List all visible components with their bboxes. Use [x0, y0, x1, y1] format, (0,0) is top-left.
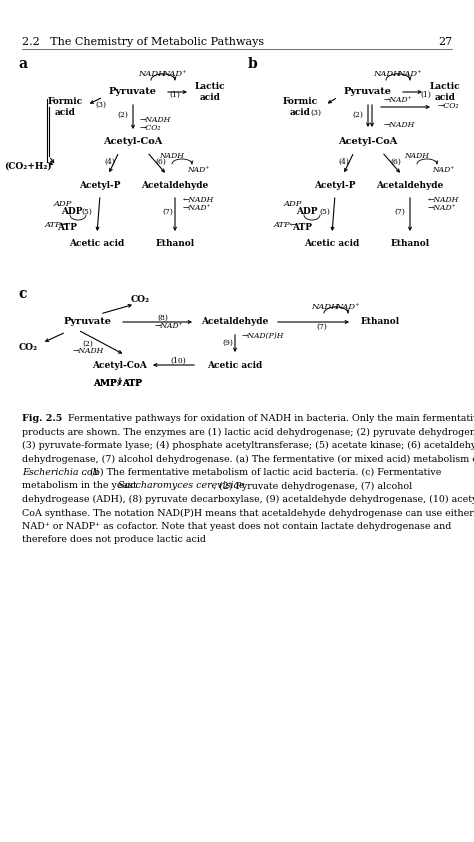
Text: (5): (5): [82, 208, 92, 216]
Text: Ethanol: Ethanol: [360, 317, 400, 327]
Text: Pyruvate: Pyruvate: [344, 88, 392, 97]
Text: →NAD(P)H: →NAD(P)H: [242, 332, 284, 340]
Text: (3) pyruvate-formate lyase; (4) phosphate acetyltransferase; (5) acetate kinase;: (3) pyruvate-formate lyase; (4) phosphat…: [22, 441, 474, 450]
Text: (1): (1): [420, 91, 431, 99]
Text: →CO₂: →CO₂: [438, 102, 459, 110]
Text: dehydrogenase, (7) alcohol dehydrogenase. (a) The fermentative (or mixed acid) m: dehydrogenase, (7) alcohol dehydrogenase…: [22, 455, 474, 464]
Text: (4): (4): [105, 158, 116, 166]
Text: ATP: ATP: [122, 380, 142, 388]
Text: c: c: [18, 287, 27, 301]
Text: NAD⁺: NAD⁺: [397, 70, 421, 78]
Text: →NAD⁺: →NAD⁺: [384, 96, 413, 104]
Text: NAD⁺: NAD⁺: [335, 303, 359, 311]
Text: AMP: AMP: [93, 380, 117, 388]
Text: a: a: [18, 57, 27, 71]
Text: Ethanol: Ethanol: [155, 239, 194, 248]
Text: ADP: ADP: [283, 200, 302, 208]
Text: ADP: ADP: [54, 200, 72, 208]
Text: Fermentative pathways for oxidation of NADH in bacteria. Only the main fermentat: Fermentative pathways for oxidation of N…: [62, 414, 474, 423]
Text: (6): (6): [155, 158, 166, 166]
Text: (1): (1): [170, 91, 181, 99]
Text: (6): (6): [391, 158, 401, 166]
Text: ATP: ATP: [292, 222, 312, 232]
Text: Pyruvate: Pyruvate: [109, 88, 157, 97]
Text: dehydrogease (ADH), (8) pyruvate decarboxylase, (9) acetaldehyde dehydrogenase, : dehydrogease (ADH), (8) pyruvate decarbo…: [22, 495, 474, 504]
Text: →CO₂: →CO₂: [140, 124, 162, 132]
Text: (7): (7): [163, 208, 173, 216]
Text: (7): (7): [394, 208, 405, 216]
Text: CoA synthase. The notation NAD(P)H means that acetaldehyde dehydrogenase can use: CoA synthase. The notation NAD(P)H means…: [22, 509, 474, 518]
Text: NADH: NADH: [311, 303, 339, 311]
Text: Acetic acid: Acetic acid: [304, 239, 360, 248]
Text: Acetaldehyde: Acetaldehyde: [376, 180, 444, 189]
Text: (2): (2): [353, 111, 364, 119]
Text: →NADH: →NADH: [73, 347, 104, 355]
Text: Ethanol: Ethanol: [391, 239, 429, 248]
Text: ←NADH: ←NADH: [183, 196, 214, 204]
Text: NAD⁺: NAD⁺: [187, 166, 209, 174]
Text: Acetyl-P: Acetyl-P: [314, 180, 356, 189]
Text: (5): (5): [319, 208, 330, 216]
Text: metabolism in the yeast: metabolism in the yeast: [22, 482, 140, 491]
Text: products are shown. The enzymes are (1) lactic acid dehydrogenase; (2) pyruvate : products are shown. The enzymes are (1) …: [22, 428, 474, 437]
Text: ATP: ATP: [122, 380, 142, 388]
Text: →NAD⁺: →NAD⁺: [183, 204, 211, 212]
Text: Formic
acid: Formic acid: [283, 98, 318, 117]
Text: Acetaldehyde: Acetaldehyde: [141, 180, 209, 189]
Text: AMP: AMP: [93, 380, 117, 388]
Text: Acetyl-CoA: Acetyl-CoA: [92, 360, 147, 370]
Text: NADH: NADH: [138, 70, 166, 78]
Text: ADP: ADP: [61, 206, 83, 216]
Text: (10): (10): [170, 357, 186, 365]
Text: →NAD⁺: →NAD⁺: [155, 322, 183, 330]
Text: (2): (2): [82, 340, 93, 348]
Text: (3): (3): [310, 109, 321, 117]
Text: ATP: ATP: [57, 222, 77, 232]
Text: Lactic
acid: Lactic acid: [430, 83, 460, 102]
Text: Escherichia coli: Escherichia coli: [22, 468, 99, 477]
Text: NADH: NADH: [160, 152, 184, 160]
Text: 2.2   The Chemistry of Metabolic Pathways: 2.2 The Chemistry of Metabolic Pathways: [22, 37, 264, 47]
Text: Formic
acid: Formic acid: [47, 98, 82, 117]
Text: ATP←: ATP←: [44, 221, 68, 229]
Text: ←NADH: ←NADH: [428, 196, 459, 204]
Text: CO₂: CO₂: [18, 343, 37, 351]
Text: NAD⁺: NAD⁺: [162, 70, 186, 78]
Text: 27: 27: [438, 37, 452, 47]
Text: Acetyl-P: Acetyl-P: [79, 180, 121, 189]
Text: therefore does not produce lactic acid: therefore does not produce lactic acid: [22, 536, 206, 545]
Text: (7): (7): [317, 323, 328, 331]
Text: . (2) Pyruvate dehydrogenase, (7) alcohol: . (2) Pyruvate dehydrogenase, (7) alcoho…: [213, 482, 412, 491]
Text: Lactic
acid: Lactic acid: [195, 83, 225, 102]
Text: ADP: ADP: [296, 206, 318, 216]
Text: Fig. 2.5: Fig. 2.5: [22, 414, 62, 423]
Text: Pyruvate: Pyruvate: [64, 317, 112, 327]
Text: CO₂: CO₂: [130, 295, 149, 303]
Text: NAD⁺ or NADP⁺ as cofactor. Note that yeast does not contain lactate dehydrogenas: NAD⁺ or NADP⁺ as cofactor. Note that yea…: [22, 522, 451, 531]
Text: . (b) The fermentative metabolism of lactic acid bacteria. (c) Fermentative: . (b) The fermentative metabolism of lac…: [84, 468, 441, 477]
Text: (9): (9): [223, 339, 233, 347]
Text: (4): (4): [338, 158, 349, 166]
Text: ATP←: ATP←: [273, 221, 297, 229]
Text: NADH: NADH: [374, 70, 401, 78]
Text: (8): (8): [157, 314, 168, 322]
Text: (3): (3): [95, 101, 107, 109]
Text: Saccharomyces cerevisiae: Saccharomyces cerevisiae: [118, 482, 245, 491]
Text: NAD⁺: NAD⁺: [432, 166, 454, 174]
Text: NADH: NADH: [405, 152, 429, 160]
Text: →NADH: →NADH: [140, 116, 171, 124]
Text: →NADH: →NADH: [384, 121, 415, 129]
Text: →NAD⁺: →NAD⁺: [428, 204, 456, 212]
Text: (CO₂+H₂): (CO₂+H₂): [4, 162, 52, 170]
Text: (2): (2): [118, 111, 128, 119]
Text: Acetaldehyde: Acetaldehyde: [201, 317, 269, 327]
Text: b: b: [248, 57, 258, 71]
Text: Acetyl-CoA: Acetyl-CoA: [338, 137, 398, 147]
Text: Acetic acid: Acetic acid: [207, 360, 263, 370]
Text: Acetic acid: Acetic acid: [69, 239, 125, 248]
Text: Acetyl-CoA: Acetyl-CoA: [103, 137, 163, 147]
